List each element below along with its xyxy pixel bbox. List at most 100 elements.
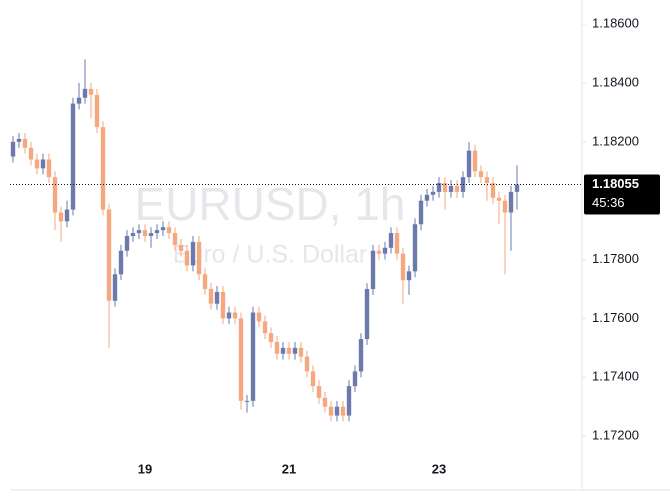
- candle-body: [52, 177, 58, 213]
- candle-body: [286, 347, 292, 354]
- candle-body: [250, 312, 256, 401]
- candle-body: [190, 241, 196, 266]
- candle-body: [322, 397, 328, 407]
- candle-body: [370, 250, 376, 289]
- watermark-subtitle: Euro / U.S. Dollar: [173, 241, 368, 269]
- candle-body: [424, 194, 430, 201]
- candle-body: [184, 250, 190, 266]
- candle-body: [400, 253, 406, 281]
- candle-body: [40, 159, 46, 169]
- candle-body: [274, 341, 280, 354]
- candle-body: [514, 184, 520, 192]
- candle-body: [202, 274, 208, 289]
- candle-body: [64, 209, 70, 222]
- last-price-box: [584, 174, 660, 215]
- candle-body: [496, 197, 502, 201]
- candle-body: [310, 371, 316, 387]
- candle-body: [280, 347, 286, 354]
- candle-body: [478, 171, 484, 178]
- candle-body: [136, 230, 142, 234]
- candle-body: [484, 177, 490, 184]
- candle-body: [418, 200, 424, 225]
- candle-body: [346, 386, 352, 416]
- candle-body: [238, 318, 244, 401]
- candle-body: [70, 103, 76, 210]
- candle-body: [376, 250, 382, 254]
- candle-body: [166, 227, 172, 234]
- candle-body: [76, 97, 82, 104]
- candle-body: [364, 288, 370, 340]
- candle-body: [328, 406, 334, 416]
- y-tick-label: 1.18200: [592, 133, 639, 148]
- candle-body: [226, 312, 232, 319]
- x-tick-label: 19: [138, 461, 152, 476]
- y-tick-label: 1.18600: [592, 16, 639, 31]
- candle-body: [10, 141, 16, 157]
- candle-body: [22, 138, 28, 148]
- candle-body: [28, 147, 34, 160]
- candle-body: [58, 212, 64, 222]
- candle-body: [256, 312, 262, 322]
- candle-body: [388, 233, 394, 248]
- candle-body: [34, 159, 40, 169]
- candle-body: [406, 271, 412, 281]
- candle-body: [436, 183, 442, 192]
- candle-body: [502, 200, 508, 213]
- candle-body: [448, 185, 454, 192]
- candle-body: [148, 233, 154, 237]
- candle-body: [172, 233, 178, 245]
- candle-body: [292, 347, 298, 354]
- candle-body: [178, 244, 184, 251]
- candle-body: [352, 371, 358, 387]
- candle-body: [394, 233, 400, 254]
- candle-body: [430, 191, 436, 195]
- candle-body: [82, 88, 88, 98]
- y-tick-label: 1.17800: [592, 251, 639, 266]
- y-tick-label: 1.17600: [592, 310, 639, 325]
- last-price-label: 1.18055: [592, 176, 639, 191]
- candle-body: [412, 224, 418, 272]
- candle-body: [130, 233, 136, 237]
- candle-body: [316, 386, 322, 398]
- candle-body: [208, 288, 214, 304]
- candle-body: [214, 291, 220, 304]
- y-tick-label: 1.18400: [592, 74, 639, 89]
- candle-body: [358, 339, 364, 372]
- candle-body: [160, 227, 166, 231]
- x-tick-label: 23: [432, 461, 446, 476]
- candle-body: [232, 312, 238, 319]
- candle-body: [16, 138, 22, 142]
- candle-body: [106, 209, 112, 301]
- candle-body: [268, 333, 274, 342]
- candle-body: [490, 183, 496, 198]
- candle-body: [124, 236, 130, 251]
- candle-body: [118, 250, 124, 275]
- candle-body: [154, 230, 160, 234]
- candle-body: [46, 159, 52, 178]
- candle-body: [244, 400, 250, 402]
- candle-body: [508, 191, 514, 213]
- candle-body: [262, 321, 268, 334]
- candle-body: [298, 347, 304, 357]
- candle-body: [304, 356, 310, 372]
- candle-body: [454, 185, 460, 192]
- candle-body: [382, 247, 388, 254]
- candle-body: [442, 183, 448, 192]
- y-tick-label: 1.17200: [592, 428, 639, 443]
- candle-body: [100, 127, 106, 210]
- watermark-title: EURUSD, 1h: [135, 178, 406, 230]
- candle-body: [94, 94, 100, 128]
- countdown-label: 45:36: [592, 195, 625, 210]
- x-tick-label: 21: [282, 461, 296, 476]
- candle-body: [142, 230, 148, 237]
- candle-body: [472, 150, 478, 172]
- candle-body: [340, 406, 346, 416]
- candle-body: [112, 274, 118, 301]
- candle-body: [466, 150, 472, 178]
- candle-body: [334, 406, 340, 416]
- candle-body: [88, 88, 94, 95]
- y-tick-label: 1.17400: [592, 369, 639, 384]
- candle-body: [196, 241, 202, 275]
